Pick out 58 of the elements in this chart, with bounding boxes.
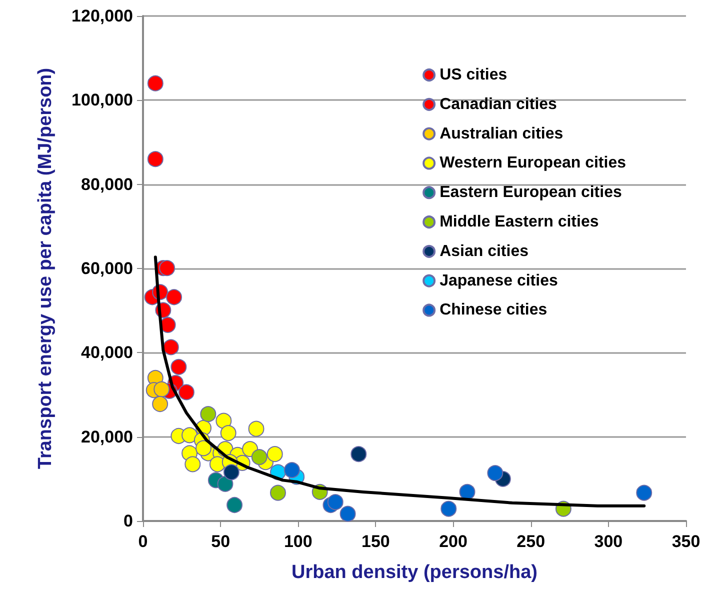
point: [196, 440, 212, 456]
point: [248, 420, 264, 437]
point: [182, 427, 198, 444]
point: [487, 465, 504, 482]
point: [216, 412, 232, 429]
legend-label: Chinese cities: [440, 302, 548, 319]
point: [440, 500, 457, 517]
legend-label: US cities: [440, 66, 508, 84]
x-tick-label: 200: [439, 532, 468, 551]
y-tick-label: 80,000: [81, 174, 133, 194]
point: [217, 476, 234, 492]
y-tick-label: 60,000: [81, 259, 133, 278]
point: [636, 484, 652, 501]
point: [159, 260, 176, 276]
y-tick-label: 20,000: [81, 427, 133, 446]
point: [147, 151, 164, 168]
x-tick-label: 350: [672, 532, 700, 551]
legend-label: Canadian cities: [440, 96, 558, 113]
point: [162, 339, 179, 356]
legend-label: Australian cities: [440, 125, 564, 142]
point: [223, 464, 240, 480]
point: [266, 446, 283, 462]
y-tick-label: 120,000: [72, 6, 133, 26]
x-tick-label: 300: [594, 532, 623, 551]
y-tick-label: 100,000: [72, 90, 133, 110]
x-axis-title: Urban density (persons/ha): [292, 562, 538, 583]
y-tick-label: 0: [124, 512, 133, 530]
point: [284, 462, 300, 478]
point: [340, 506, 356, 522]
legend-label: Asian cities: [440, 242, 529, 260]
point: [147, 75, 164, 92]
point: [178, 384, 194, 400]
line-series: [154, 256, 646, 508]
point: [459, 484, 476, 500]
point: [184, 456, 201, 472]
legend-label: Middle Eastern cities: [440, 214, 599, 230]
legend-label: Eastern European cities: [440, 184, 622, 202]
point: [170, 358, 187, 375]
point: [251, 449, 268, 466]
x-tick-label: 150: [362, 532, 390, 551]
legend-label: Western European cities: [440, 154, 626, 172]
point: [220, 425, 236, 442]
point: [226, 497, 243, 514]
x-tick-label: 250: [516, 532, 546, 551]
point: [327, 494, 344, 510]
point: [152, 396, 168, 412]
y-tick-label: 40,000: [81, 343, 133, 362]
point: [160, 316, 176, 333]
point: [350, 446, 367, 462]
point: [154, 381, 170, 398]
x-tick-label: 50: [211, 532, 230, 551]
legend-label: Japanese cities: [440, 272, 558, 290]
x-tick-label: 100: [284, 532, 312, 551]
y-axis-title: Transport energy use per capita (MJ/person): [35, 68, 56, 470]
point: [270, 484, 286, 501]
point: [166, 289, 182, 306]
x-tick-label: 0: [138, 532, 148, 551]
point: [200, 406, 216, 422]
